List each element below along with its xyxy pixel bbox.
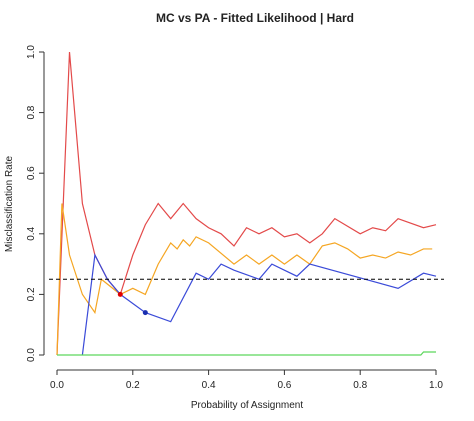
line [57, 351, 436, 356]
x-tick-label: 0.4 [202, 380, 216, 391]
y-tick-label: 0.8 [26, 105, 37, 119]
x-tick-label: 1.0 [429, 380, 443, 391]
line [56, 203, 433, 356]
y-tick-label: 1.0 [26, 45, 37, 59]
line [56, 51, 437, 356]
line [81, 253, 437, 356]
x-tick-label: 0.8 [353, 380, 367, 391]
y-tick-label: 0.4 [26, 226, 37, 240]
x-tick-label: 0.2 [126, 380, 140, 391]
y-axis-label: Misclassification Rate [4, 155, 15, 252]
x-tick-label: 0.0 [50, 380, 64, 391]
y-tick-label: 0.0 [26, 348, 37, 362]
y-tick-label: 0.6 [26, 166, 37, 180]
point [142, 310, 148, 316]
point [117, 291, 123, 297]
x-axis-label: Probability of Assignment [191, 400, 304, 411]
y-tick-label: 0.2 [26, 287, 37, 301]
x-tick-label: 0.6 [277, 380, 291, 391]
chart-title: MC vs PA - Fitted Likelihood | Hard [156, 11, 354, 25]
